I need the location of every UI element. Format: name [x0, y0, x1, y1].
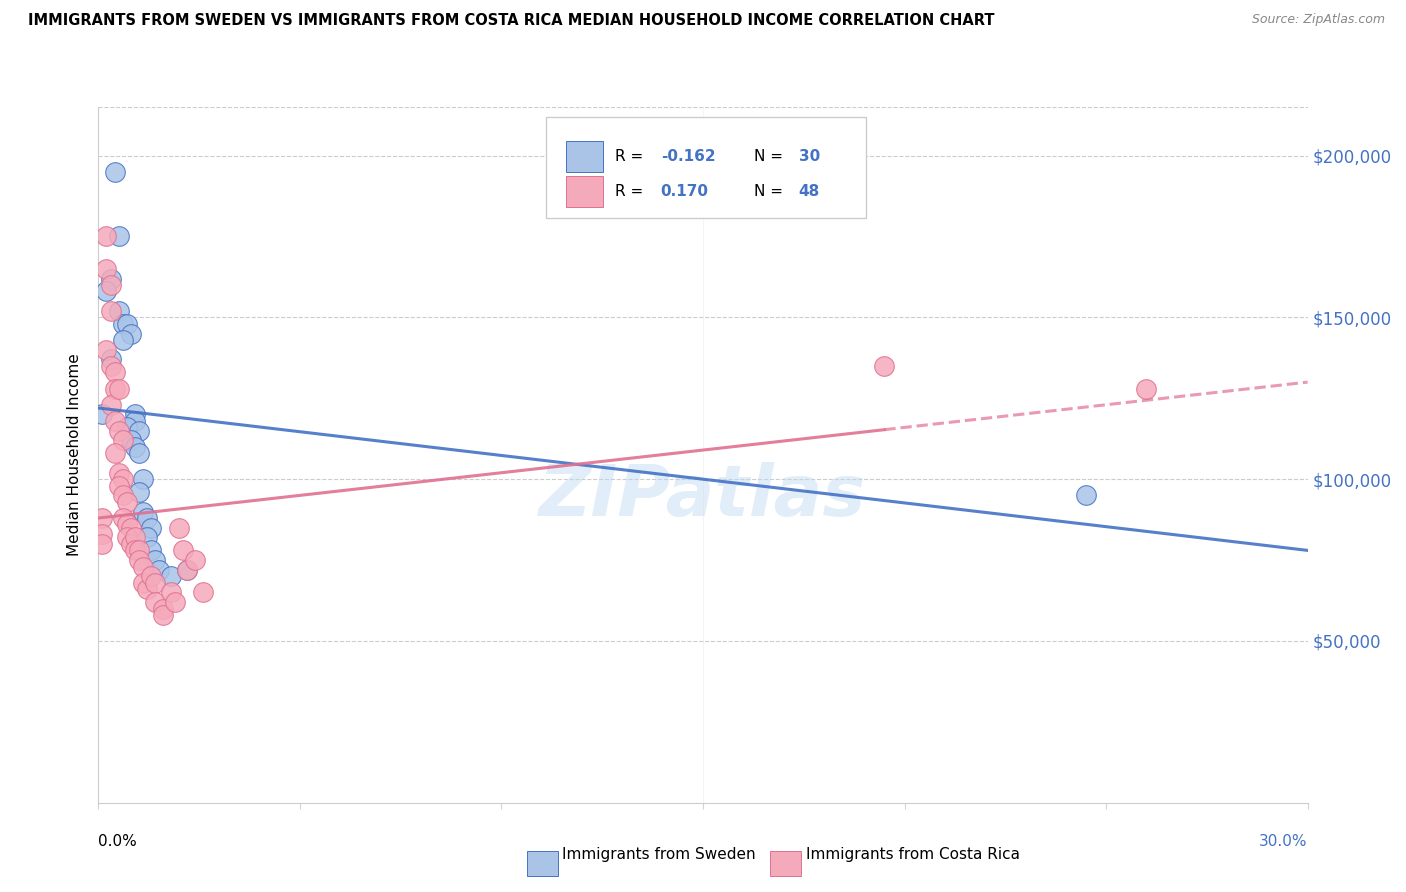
Point: [135, 531, 157, 545]
Point: [163, 595, 186, 609]
Point: [103, 414, 125, 428]
Point: [100, 352, 122, 367]
Point: [111, 472, 134, 486]
Point: [96, 261, 118, 276]
Point: [176, 563, 198, 577]
Point: [120, 521, 142, 535]
Text: R =: R =: [614, 184, 652, 199]
Text: R =: R =: [614, 149, 648, 164]
Point: [103, 165, 125, 179]
Point: [120, 434, 142, 448]
Point: [100, 304, 122, 318]
Point: [160, 585, 183, 599]
Point: [132, 559, 155, 574]
Text: 0.0%: 0.0%: [98, 834, 138, 849]
Point: [91, 511, 114, 525]
Point: [176, 563, 198, 577]
Point: [107, 229, 129, 244]
Point: [128, 424, 150, 438]
Text: 30: 30: [799, 149, 820, 164]
Point: [111, 511, 134, 525]
Point: [132, 472, 155, 486]
Point: [96, 343, 118, 357]
Point: [103, 446, 125, 460]
Point: [1074, 488, 1097, 502]
Text: Immigrants from Costa Rica: Immigrants from Costa Rica: [806, 847, 1019, 862]
Point: [160, 569, 183, 583]
FancyBboxPatch shape: [546, 118, 866, 219]
Point: [148, 563, 170, 577]
Text: N =: N =: [754, 184, 787, 199]
Point: [143, 575, 166, 590]
Text: -0.162: -0.162: [661, 149, 716, 164]
Point: [873, 359, 896, 373]
Point: [115, 420, 138, 434]
Text: IMMIGRANTS FROM SWEDEN VS IMMIGRANTS FROM COSTA RICA MEDIAN HOUSEHOLD INCOME COR: IMMIGRANTS FROM SWEDEN VS IMMIGRANTS FRO…: [28, 13, 994, 29]
FancyBboxPatch shape: [567, 176, 603, 207]
FancyBboxPatch shape: [567, 141, 603, 172]
Text: Immigrants from Sweden: Immigrants from Sweden: [562, 847, 756, 862]
Point: [100, 278, 122, 293]
Point: [115, 517, 138, 532]
Text: 48: 48: [799, 184, 820, 199]
Point: [1135, 382, 1157, 396]
Point: [152, 601, 174, 615]
Point: [120, 326, 142, 341]
Point: [107, 424, 129, 438]
Point: [172, 543, 194, 558]
Point: [111, 488, 134, 502]
Point: [139, 569, 162, 583]
Point: [111, 333, 134, 347]
Point: [115, 317, 138, 331]
Point: [124, 408, 146, 422]
Point: [124, 543, 146, 558]
Point: [139, 521, 162, 535]
Point: [128, 543, 150, 558]
Text: ZIPatlas: ZIPatlas: [540, 462, 866, 531]
Text: 30.0%: 30.0%: [1260, 834, 1308, 849]
Text: N =: N =: [754, 149, 787, 164]
Point: [128, 485, 150, 500]
Point: [193, 585, 215, 599]
Point: [115, 495, 138, 509]
Point: [124, 440, 146, 454]
Point: [115, 531, 138, 545]
Point: [128, 446, 150, 460]
Point: [103, 365, 125, 379]
Point: [96, 285, 118, 299]
Text: Source: ZipAtlas.com: Source: ZipAtlas.com: [1251, 13, 1385, 27]
Point: [128, 553, 150, 567]
Point: [184, 553, 207, 567]
Point: [91, 537, 114, 551]
Y-axis label: Median Household Income: Median Household Income: [67, 353, 83, 557]
Point: [132, 575, 155, 590]
Point: [100, 398, 122, 412]
Point: [107, 382, 129, 396]
Point: [107, 466, 129, 480]
Point: [143, 553, 166, 567]
Point: [124, 414, 146, 428]
Point: [100, 359, 122, 373]
Point: [111, 434, 134, 448]
Point: [167, 521, 190, 535]
Point: [96, 229, 118, 244]
Point: [91, 527, 114, 541]
Point: [91, 408, 114, 422]
Point: [152, 608, 174, 623]
Point: [111, 317, 134, 331]
Point: [103, 382, 125, 396]
Point: [139, 543, 162, 558]
Point: [135, 511, 157, 525]
Point: [120, 537, 142, 551]
Point: [100, 271, 122, 285]
Point: [107, 304, 129, 318]
Point: [124, 531, 146, 545]
Point: [107, 478, 129, 492]
Text: 0.170: 0.170: [661, 184, 709, 199]
Point: [135, 582, 157, 597]
Point: [132, 504, 155, 518]
Point: [143, 595, 166, 609]
